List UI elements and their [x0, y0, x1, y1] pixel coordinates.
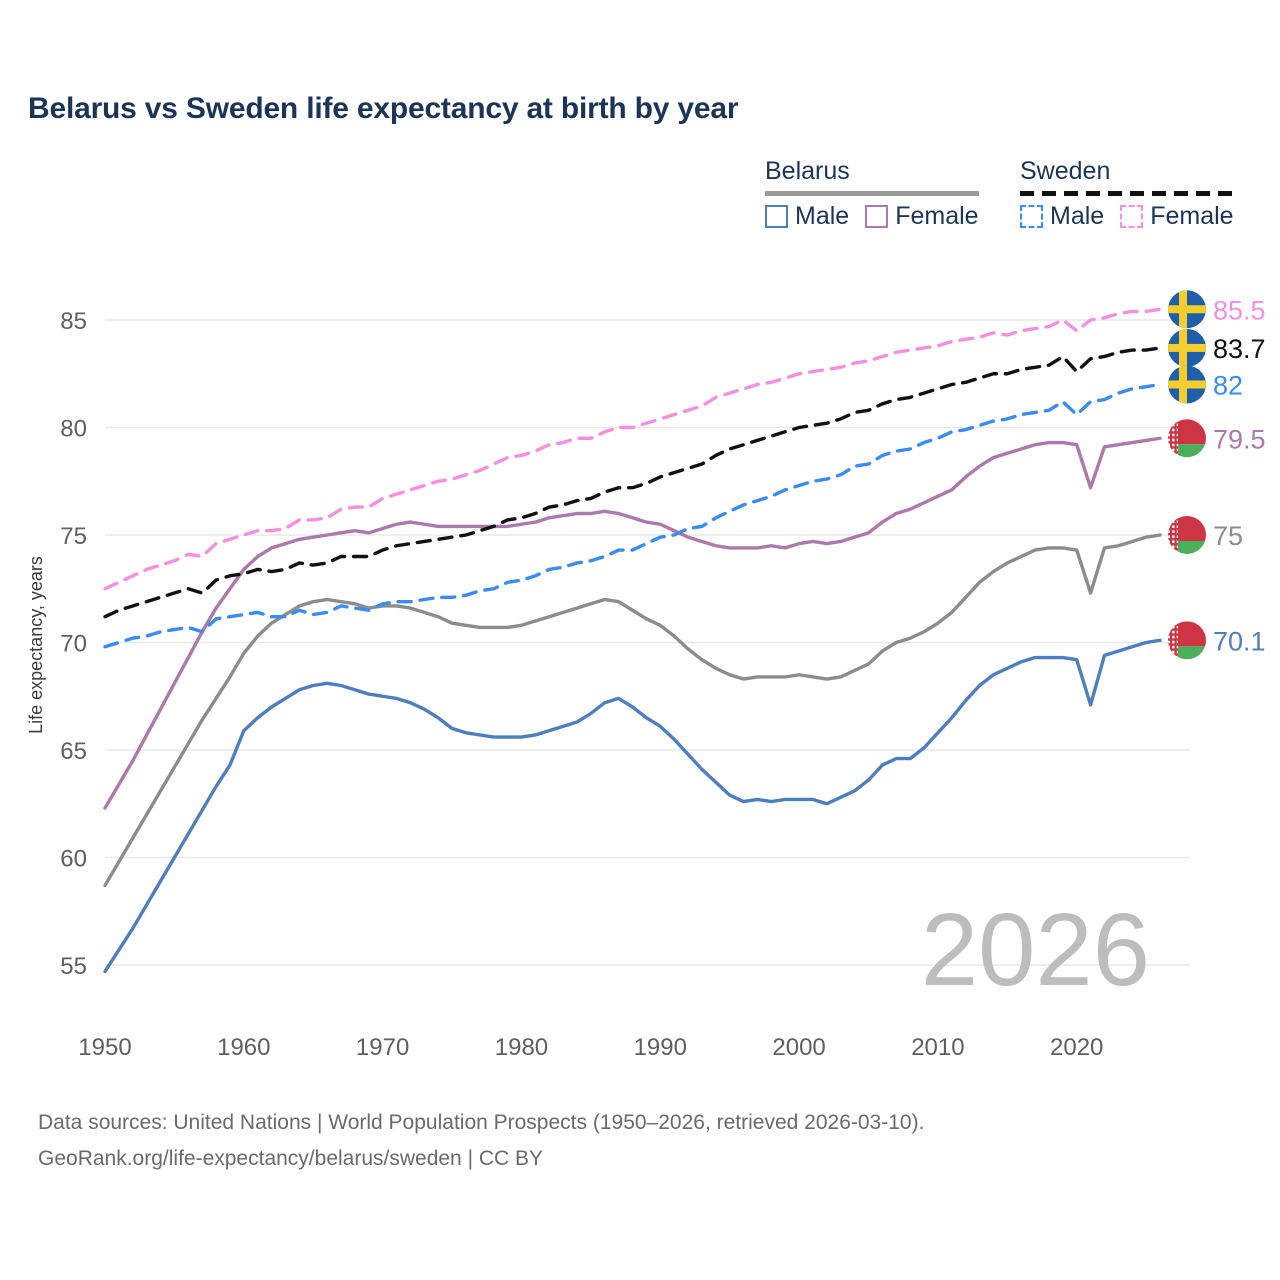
- legend-group-belarus: Belarus Male Female: [765, 158, 979, 229]
- footer-line-url[interactable]: GeoRank.org/life-expectancy/belarus/swed…: [38, 1147, 544, 1170]
- x-tick-label: 1950: [78, 1034, 131, 1061]
- end-label-70.1: 70.1: [1168, 621, 1266, 660]
- legend-item-belarus-female[interactable]: Female: [865, 202, 979, 230]
- legend-item-sweden-male[interactable]: Male: [1020, 203, 1104, 229]
- flag-icon-belarus: [1168, 621, 1206, 660]
- y-tick-label: 55: [60, 953, 87, 980]
- legend-swatch-belarus-female: [865, 204, 889, 228]
- line-chart: 55 60 65 70 75 80 85 1950 1960 1970 1980 1990 2000 2…: [26, 290, 1266, 1061]
- legend-country-belarus: Belarus: [765, 157, 850, 185]
- legend-rule-belarus: [765, 191, 979, 196]
- footer-credits: Data sources: United Nations | World Pop…: [38, 1105, 924, 1177]
- end-label-85.5: 85.5: [1168, 290, 1266, 329]
- legend-swatch-sweden-female: [1120, 204, 1144, 228]
- legend-label-belarus-male: Male: [795, 202, 850, 230]
- end-label-75: 75: [1168, 516, 1243, 554]
- flag-icon-sweden: [1168, 365, 1206, 404]
- x-tick-label: 1970: [356, 1034, 409, 1061]
- y-tick-label: 85: [60, 308, 87, 335]
- legend-swatch-sweden-male: [1020, 204, 1043, 228]
- legend-group-sweden: Sweden Male Female: [1020, 158, 1234, 229]
- end-label-83.7: 83.7: [1168, 328, 1266, 367]
- x-tick-label: 1960: [217, 1034, 270, 1061]
- y-tick-label: 60: [60, 846, 87, 873]
- gridlines: [105, 319, 1190, 966]
- chart-legend: Belarus Male Female Sweden Male: [755, 158, 1255, 248]
- series-line-belarus-male: [103, 638, 1162, 974]
- flag-icon-belarus: [1168, 516, 1206, 554]
- x-tick-label: 2020: [1050, 1034, 1103, 1061]
- y-tick-label: 75: [60, 523, 87, 550]
- series-line-sweden-total: [103, 346, 1162, 619]
- flag-icon-sweden: [1168, 290, 1206, 329]
- x-tick-label: 2000: [772, 1034, 825, 1061]
- end-label-value: 70.1: [1213, 626, 1266, 656]
- x-tick-label: 1990: [634, 1034, 687, 1061]
- legend-rule-sweden: [1020, 191, 1234, 196]
- page-title: Belarus vs Sweden life expectancy at bir…: [28, 92, 739, 125]
- x-tick-label: 1980: [495, 1034, 548, 1061]
- y-axis-ticks: 55 60 65 70 75 80 85: [60, 308, 87, 980]
- footer-line-sources: Data sources: United Nations | World Pop…: [38, 1111, 925, 1134]
- series-line-sweden-male: [103, 382, 1162, 649]
- end-label-value: 75: [1213, 521, 1243, 551]
- end-label-82: 82: [1168, 365, 1243, 404]
- year-watermark: 2026: [921, 892, 1150, 1007]
- end-label-value: 83.7: [1213, 334, 1266, 364]
- end-label-79.5: 79.5: [1168, 419, 1266, 458]
- legend-item-sweden-female[interactable]: Female: [1120, 202, 1234, 230]
- series-line-belarus-female: [103, 436, 1162, 810]
- y-axis-title: Life expectancy, years: [26, 556, 46, 734]
- x-tick-label: 2010: [911, 1034, 964, 1061]
- end-labels: 85.5 83.7 82 79.5 75 70.1: [1168, 290, 1266, 660]
- series-lines: [103, 307, 1162, 974]
- y-tick-label: 80: [60, 416, 87, 443]
- legend-label-sweden-female: Female: [1150, 202, 1234, 230]
- legend-label-sweden-male: Male: [1050, 202, 1105, 230]
- series-line-sweden-female: [103, 307, 1162, 591]
- legend-item-belarus-male[interactable]: Male: [765, 203, 849, 229]
- flag-icon-sweden: [1168, 328, 1206, 367]
- end-label-value: 79.5: [1213, 424, 1266, 454]
- end-label-value: 85.5: [1213, 295, 1266, 325]
- legend-swatch-belarus-male: [765, 204, 788, 228]
- series-line-belarus-total: [103, 533, 1162, 888]
- legend-label-belarus-female: Female: [895, 202, 979, 230]
- y-tick-label: 70: [60, 631, 87, 658]
- y-tick-label: 65: [60, 738, 87, 765]
- end-label-value: 82: [1213, 371, 1243, 401]
- x-axis-ticks: 1950 1960 1970 1980 1990 2000 2010 2020: [78, 1034, 1103, 1061]
- flag-icon-belarus: [1168, 419, 1206, 458]
- legend-country-sweden: Sweden: [1020, 157, 1111, 185]
